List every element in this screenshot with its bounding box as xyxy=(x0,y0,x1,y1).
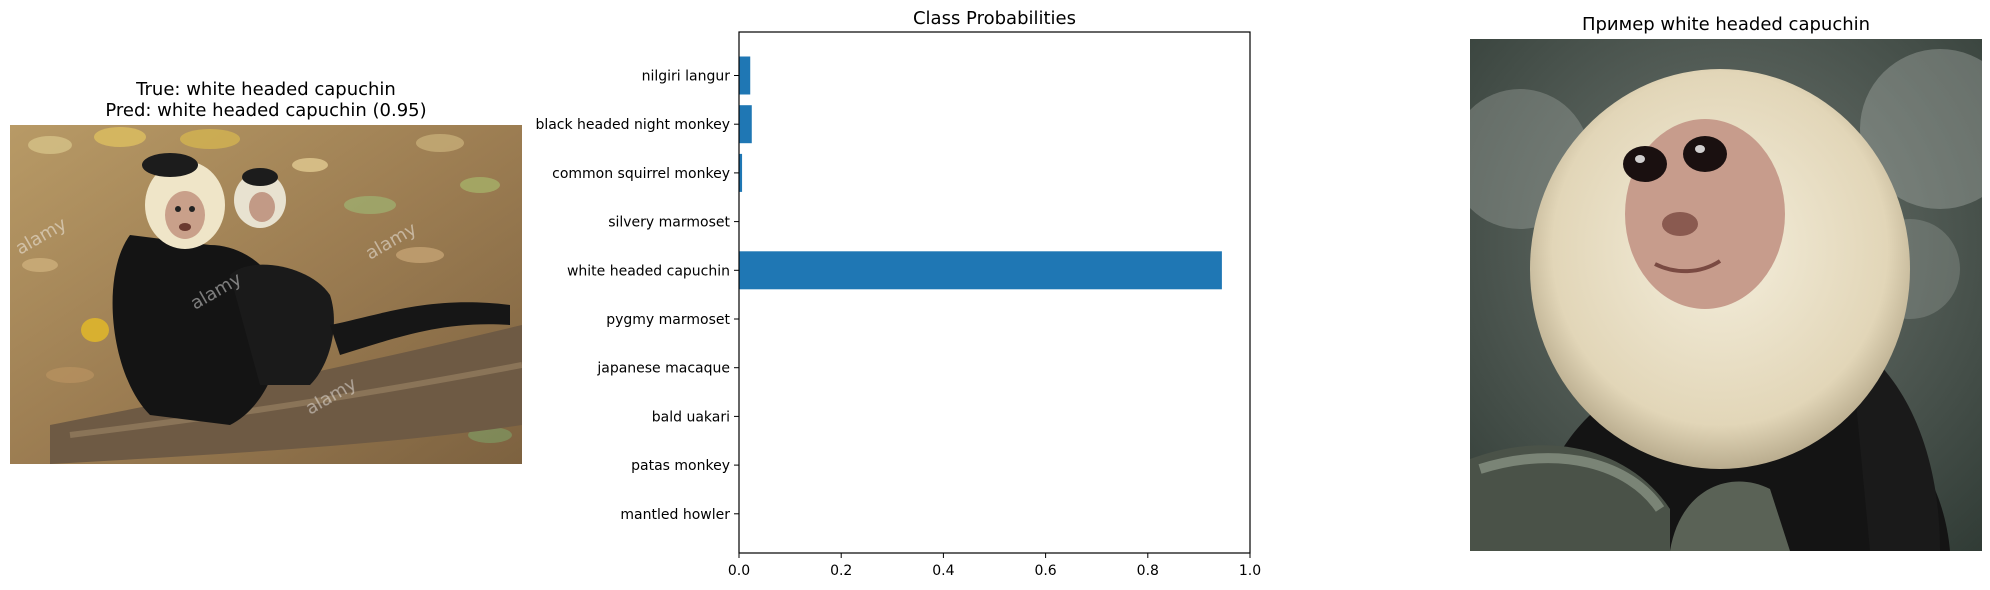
x-tick-label: 0.8 xyxy=(1137,563,1159,579)
x-tick-label: 0.2 xyxy=(830,563,852,579)
x-tick-label: 0.0 xyxy=(728,563,750,579)
x-tick-label: 0.4 xyxy=(932,563,954,579)
classified-photo: alamy alamy alamy alamy xyxy=(10,125,522,464)
example-photo xyxy=(1470,39,1982,551)
bar xyxy=(739,105,752,144)
y-tick-label: bald uakari xyxy=(652,409,730,425)
example-title: Пример white headed capuchin xyxy=(1581,14,1871,35)
y-tick-label: nilgiri langur xyxy=(642,69,731,85)
plot-frame xyxy=(738,31,1251,554)
pred-label: Pred: white headed capuchin (0.95) xyxy=(105,100,427,121)
y-tick-label: silvery marmoset xyxy=(608,215,730,231)
y-tick-label: mantled howler xyxy=(620,507,730,523)
y-tick-label: japanese macaque xyxy=(596,361,730,377)
y-tick-label: white headed capuchin xyxy=(567,263,730,279)
y-tick-label: patas monkey xyxy=(631,458,730,474)
bar xyxy=(739,56,751,95)
chart-title: Class Probabilities xyxy=(913,8,1076,29)
true-label: True: white headed capuchin xyxy=(136,79,396,100)
y-tick-label: common squirrel monkey xyxy=(552,166,730,182)
bar xyxy=(739,153,743,192)
y-tick-label: pygmy marmoset xyxy=(606,312,730,328)
x-tick-label: 1.0 xyxy=(1239,563,1261,579)
bar xyxy=(739,251,1222,290)
x-tick-label: 0.6 xyxy=(1034,563,1056,579)
y-tick-label: black headed night monkey xyxy=(535,117,730,133)
